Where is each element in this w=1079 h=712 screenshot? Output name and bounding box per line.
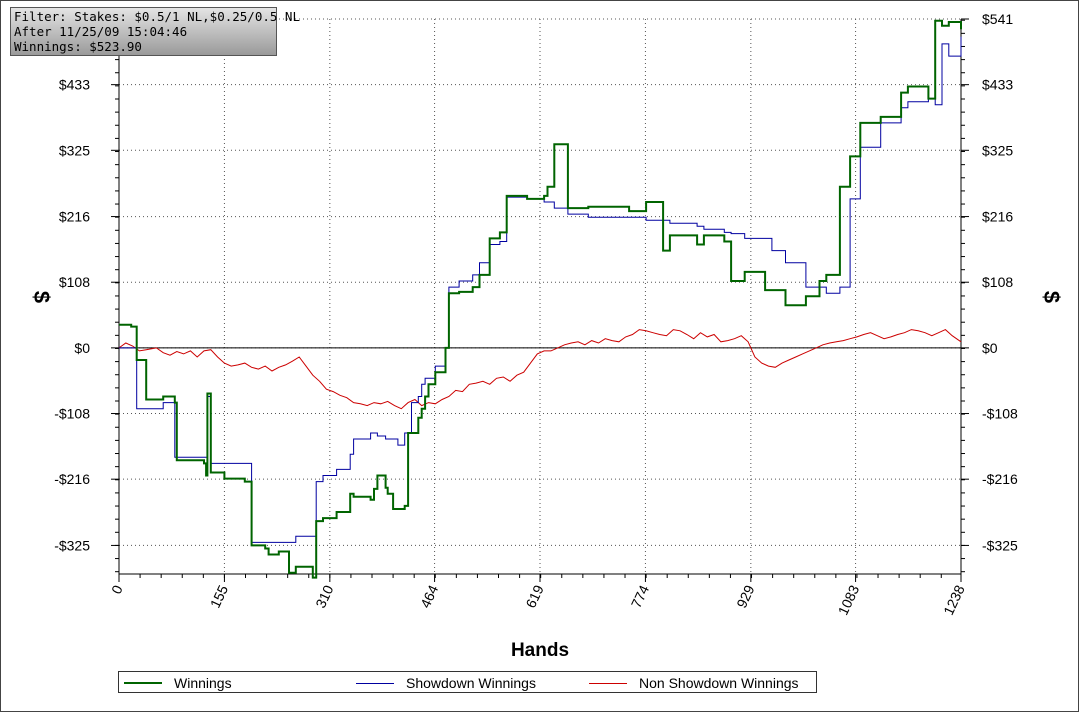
- y-tick-label-left: $0: [74, 340, 90, 356]
- x-tick-label: 929: [733, 582, 757, 610]
- y-tick-label-right: $325: [982, 142, 1013, 158]
- y-tick-label-right: $433: [982, 77, 1013, 93]
- y-tick-label-left: $216: [59, 209, 90, 225]
- legend-label-winnings: Winnings: [174, 675, 232, 691]
- x-tick-label: 1083: [835, 582, 863, 617]
- y-tick-label-left: -$325: [54, 537, 90, 553]
- series-lines: [118, 19, 962, 579]
- y-tick-label-right: -$216: [982, 471, 1018, 487]
- legend-item-non-showdown: Non Showdown Winnings: [589, 674, 799, 692]
- series-line-winnings: [119, 19, 962, 579]
- after-line: After 11/25/09 15:04:46: [14, 24, 188, 39]
- x-axis-title: Hands: [511, 640, 569, 661]
- legend-item-showdown: Showdown Winnings: [356, 674, 536, 692]
- y-axis-title-left: $: [29, 291, 54, 303]
- series-line-showdown: [119, 36, 962, 543]
- legend-swatch-winnings: [124, 682, 162, 684]
- legend-item-winnings: Winnings: [124, 674, 232, 692]
- y-tick-label-right: $108: [982, 274, 1013, 290]
- x-tick-label: 464: [417, 582, 441, 610]
- x-tick-label: 0: [108, 582, 126, 596]
- legend: Winnings Showdown Winnings Non Showdown …: [118, 671, 817, 693]
- grid-lines: [118, 18, 962, 574]
- legend-swatch-non-showdown: [589, 682, 627, 684]
- y-tick-label-right: -$325: [982, 537, 1018, 553]
- y-tick-label-right: $216: [982, 209, 1013, 225]
- filter-line: Filter: Stakes: $0.5/1 NL,$0.25/0.5 NL: [14, 9, 300, 24]
- y-tick-label-right: -$108: [982, 406, 1018, 422]
- axis-labels: $541$541$433$433$325$325$216$216$108$108…: [29, 11, 1064, 661]
- x-tick-label: 774: [628, 582, 652, 610]
- legend-label-showdown: Showdown Winnings: [406, 675, 536, 691]
- x-tick-label: 155: [207, 582, 231, 610]
- y-tick-label-left: -$216: [54, 471, 90, 487]
- x-tick-label: 1238: [940, 582, 968, 617]
- series-line-non-showdown: [118, 329, 962, 410]
- x-tick-label: 310: [312, 582, 336, 610]
- y-tick-label-left: -$108: [54, 406, 90, 422]
- y-tick-label-right: $541: [982, 11, 1013, 27]
- winnings-line: Winnings: $523.90: [14, 39, 142, 54]
- y-tick-label-left: $325: [59, 142, 90, 158]
- y-tick-label-left: $108: [59, 274, 90, 290]
- axes: [111, 18, 969, 582]
- legend-swatch-showdown: [356, 682, 394, 684]
- x-tick-label: 619: [522, 582, 546, 610]
- y-tick-label-right: $0: [982, 340, 998, 356]
- filter-info-box: Filter: Stakes: $0.5/1 NL,$0.25/0.5 NL A…: [10, 7, 300, 56]
- legend-label-non-showdown: Non Showdown Winnings: [639, 675, 799, 691]
- y-tick-label-left: $433: [59, 77, 90, 93]
- y-axis-title-right: $: [1039, 291, 1064, 303]
